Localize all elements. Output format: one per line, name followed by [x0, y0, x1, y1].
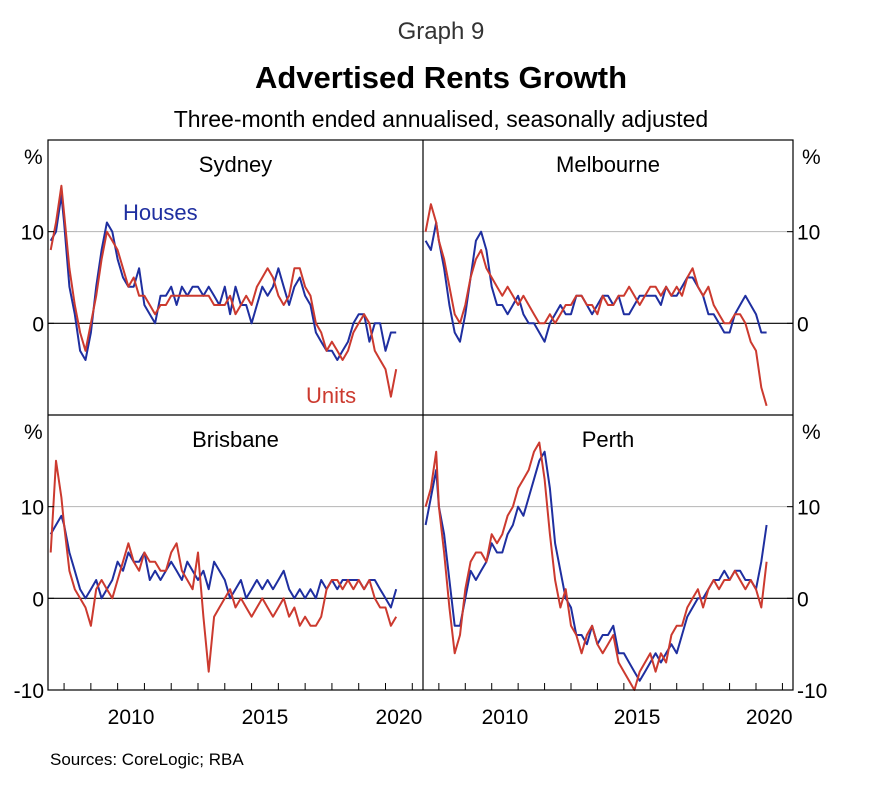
- series-label-units: Units: [306, 383, 356, 408]
- chart-subtitle: Three-month ended annualised, seasonally…: [173, 106, 709, 132]
- y-unit-label-left: %: [24, 146, 43, 169]
- graph-label: Graph 9: [397, 18, 485, 45]
- series-label-houses: Houses: [123, 200, 198, 225]
- panel-title-perth: Perth: [582, 427, 635, 452]
- y-tick-label-left: 0: [32, 588, 44, 611]
- y-tick-label-right: 10: [797, 222, 820, 245]
- y-tick-label-right: 0: [797, 313, 809, 336]
- y-unit-label-right: %: [802, 421, 821, 444]
- y-tick-label-left: 10: [21, 497, 44, 520]
- x-tick-label: 2010: [108, 706, 155, 729]
- y-tick-label-right: 10: [797, 497, 820, 520]
- y-tick-label-right: 0: [797, 588, 809, 611]
- panel-title-sydney: Sydney: [199, 152, 272, 177]
- series-line-sydney-units: [49, 184, 398, 398]
- x-tick-label: 2015: [242, 706, 289, 729]
- series-line-perth-units: [424, 441, 768, 691]
- series-line-brisbane-houses: [49, 514, 398, 609]
- y-tick-label-right: -10: [797, 680, 827, 703]
- series-line-brisbane-units: [49, 459, 398, 673]
- y-tick-label-left: -10: [14, 680, 44, 703]
- y-unit-label-right: %: [802, 146, 821, 169]
- series-line-perth-houses: [424, 450, 768, 682]
- y-tick-label-left: 0: [32, 313, 44, 336]
- y-unit-label-left: %: [24, 421, 43, 444]
- series-line-melbourne-units: [424, 203, 768, 407]
- chart-title: Advertised Rents Growth: [254, 60, 628, 95]
- series-line-sydney-houses: [49, 194, 397, 361]
- source-note: Sources: CoreLogic; RBA: [50, 750, 244, 769]
- x-tick-label: 2015: [614, 706, 661, 729]
- panel-title-brisbane: Brisbane: [192, 427, 279, 452]
- x-tick-label: 2020: [746, 706, 793, 729]
- y-tick-label-left: 10: [21, 222, 44, 245]
- x-tick-label: 2020: [376, 706, 423, 729]
- x-tick-label: 2010: [482, 706, 529, 729]
- panel-title-melbourne: Melbourne: [556, 152, 660, 177]
